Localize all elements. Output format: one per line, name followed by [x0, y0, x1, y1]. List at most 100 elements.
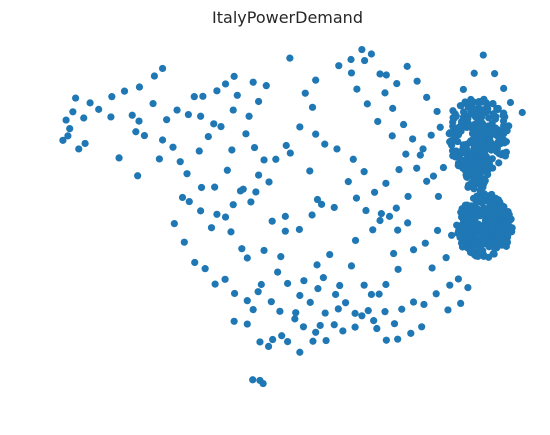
scatter-point-494	[450, 151, 458, 159]
scatter-point-189	[69, 108, 77, 116]
scatter-point-111	[454, 275, 462, 283]
scatter-point-156	[427, 131, 435, 139]
scatter-point-66	[281, 227, 289, 235]
scatter-point-459	[501, 152, 510, 160]
scatter-point-484	[494, 132, 502, 140]
scatter-point-78	[428, 264, 436, 272]
scatter-point-719	[477, 248, 485, 256]
scatter-point-862	[474, 177, 482, 185]
scatter-point-216	[249, 376, 257, 384]
scatter-point-54	[312, 76, 320, 84]
scatter-point-85	[296, 348, 304, 356]
scatter-point-107	[409, 298, 418, 306]
scatter-point-32	[229, 106, 237, 114]
scatter-point-877	[475, 164, 483, 172]
scatter-point-70	[347, 262, 356, 270]
scatter-point-477	[462, 144, 471, 152]
scatter-point-181	[150, 72, 159, 80]
scatter-point-124	[300, 277, 308, 285]
scatter-point-237	[413, 77, 421, 85]
scatter-point-30	[228, 146, 236, 154]
scatter-point-67	[313, 261, 321, 269]
scatter-point-174	[382, 179, 390, 187]
scatter-point-6	[107, 113, 115, 121]
scatter-point-846	[468, 154, 476, 162]
scatter-point-799	[494, 196, 503, 204]
scatter-point-81	[364, 307, 372, 315]
scatter-point-37	[230, 72, 238, 80]
scatter-point-190	[178, 193, 187, 202]
scatter-point-104	[381, 308, 389, 316]
scatter-point-176	[360, 168, 368, 176]
scatter-point-133	[447, 231, 456, 239]
scatter-point-112	[464, 283, 472, 292]
scatter-point-155	[419, 145, 427, 153]
scatter-point-79	[442, 254, 450, 262]
scatter-point-52	[308, 103, 317, 111]
scatter-point-788	[465, 235, 473, 243]
scatter-point-212	[299, 323, 308, 331]
scatter-point-46	[252, 188, 260, 196]
scatter-point-33	[233, 91, 241, 99]
scatter-point-122	[332, 290, 340, 299]
scatter-point-230	[335, 62, 343, 70]
scatter-point-154	[409, 135, 417, 143]
scatter-point-31	[217, 122, 225, 131]
scatter-point-106	[398, 305, 406, 313]
scatter-point-471	[480, 109, 489, 117]
scatter-point-485	[467, 124, 476, 132]
scatter-point-22	[197, 112, 205, 120]
scatter-point-464	[474, 122, 482, 130]
scatter-point-733	[463, 224, 471, 232]
scatter-point-249	[495, 159, 503, 167]
scatter-point-392	[454, 138, 462, 146]
scatter-point-15	[115, 154, 123, 162]
scatter-point-92	[254, 288, 262, 296]
scatter-point-416	[503, 127, 511, 135]
scatter-point-200	[170, 220, 178, 228]
scatter-point-876	[465, 167, 473, 176]
scatter-point-801	[456, 233, 464, 242]
scatter-point-231	[347, 55, 355, 64]
scatter-point-95	[296, 291, 304, 300]
scatter-point-153	[399, 120, 408, 129]
scatter-point-151	[381, 89, 389, 97]
scatter-point-224	[344, 178, 352, 186]
scatter-point-195	[229, 201, 237, 209]
scatter-point-440	[480, 149, 488, 157]
scatter-point-235	[393, 79, 401, 88]
scatter-point-21	[184, 110, 192, 119]
scatter-point-182	[135, 83, 144, 91]
scatter-point-483	[487, 138, 495, 146]
scatter-point-810	[488, 239, 496, 247]
scatter-point-145	[374, 117, 382, 126]
scatter-point-398	[500, 109, 508, 117]
scatter-point-217	[259, 379, 267, 388]
scatter-point-173	[395, 165, 403, 174]
scatter-point-130	[404, 219, 412, 227]
scatter-point-120	[351, 309, 359, 317]
scatter-point-161	[479, 51, 487, 59]
scatter-point-141	[423, 177, 431, 185]
scatter-point-116	[407, 329, 415, 337]
scatter-point-61	[227, 228, 235, 236]
scatter-point-10	[149, 99, 157, 108]
scatter-point-144	[388, 132, 396, 140]
scatter-point-775	[482, 206, 490, 214]
scatter-point-495	[450, 114, 458, 122]
scatter-point-209	[267, 298, 275, 306]
scatter-point-43	[250, 143, 259, 152]
scatter-point-55	[286, 54, 294, 62]
scatter-point-71	[360, 281, 368, 289]
chart-title: ItalyPowerDemand	[212, 8, 363, 27]
scatter-point-12	[158, 136, 167, 144]
scatter-point-208	[257, 280, 265, 289]
scatter-point-65	[277, 253, 285, 261]
scatter-point-121	[341, 299, 350, 307]
scatter-point-19	[173, 106, 181, 114]
scatter-point-872	[468, 182, 476, 190]
scatter-point-752	[464, 244, 472, 252]
scatter-point-221	[308, 211, 316, 219]
scatter-point-226	[362, 206, 370, 215]
scatter-point-476	[475, 145, 483, 153]
